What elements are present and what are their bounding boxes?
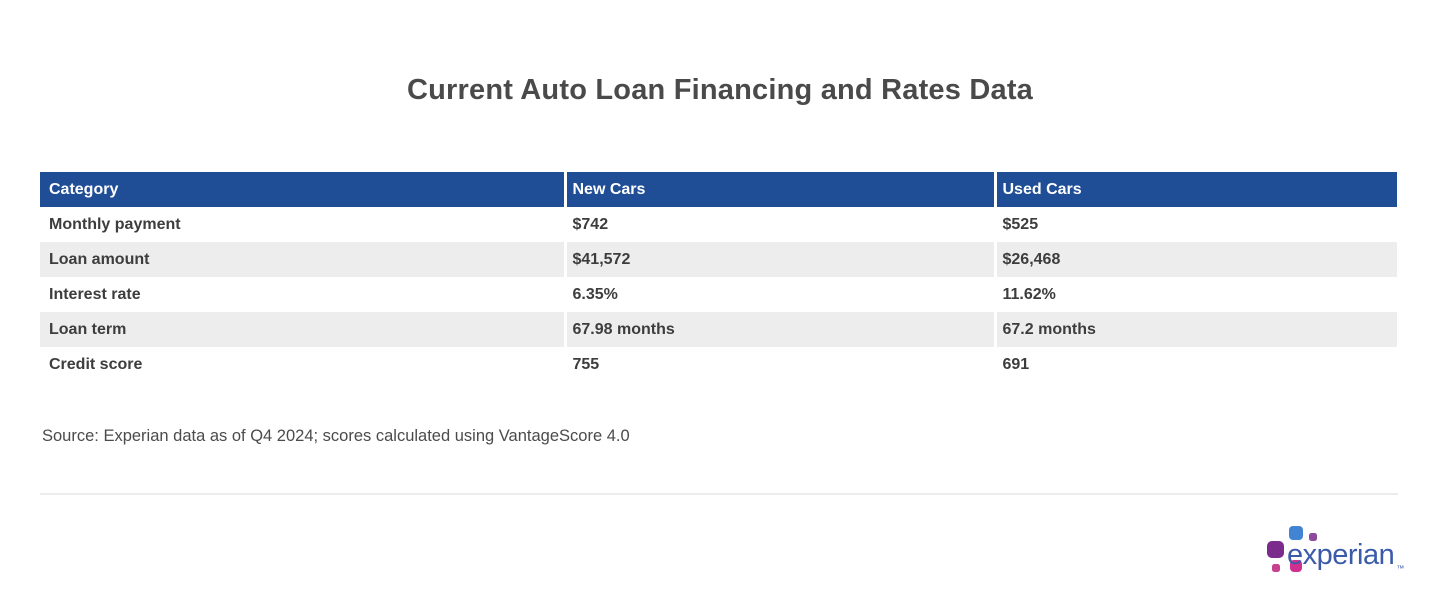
used-cars-value: 67.2 months xyxy=(993,312,1397,347)
used-cars-value: 11.62% xyxy=(993,277,1397,312)
source-note: Source: Experian data as of Q4 2024; sco… xyxy=(42,427,630,445)
experian-logo-blue-square-icon xyxy=(1289,526,1303,540)
row-label: Monthly payment xyxy=(40,207,565,242)
experian-logo-magenta-dot-icon xyxy=(1272,564,1280,572)
row-label: Interest rate xyxy=(40,277,565,312)
experian-wordmark-text: experian xyxy=(1287,539,1395,571)
table-header-row: Category New Cars Used Cars xyxy=(40,172,1397,207)
new-cars-value: 67.98 months xyxy=(563,312,995,347)
row-label: Credit score xyxy=(40,347,565,382)
table-row-loan-term: Loan term 67.98 months 67.2 months xyxy=(40,312,1397,347)
table-row-credit-score: Credit score 755 691 xyxy=(40,347,1397,382)
used-cars-value: $525 xyxy=(993,207,1397,242)
column-header-category: Category xyxy=(40,172,565,207)
used-cars-value: 691 xyxy=(993,347,1397,382)
experian-logo-purple-square-icon xyxy=(1267,541,1284,558)
experian-logo: experian ™ xyxy=(1258,524,1408,580)
auto-loan-table: Category New Cars Used Cars Monthly paym… xyxy=(40,172,1397,382)
new-cars-value: $742 xyxy=(563,207,995,242)
experian-wordmark: experian ™ xyxy=(1287,539,1405,573)
page-title: Current Auto Loan Financing and Rates Da… xyxy=(406,74,1034,106)
row-label: Loan amount xyxy=(40,242,565,277)
table-row-monthly-payment: Monthly payment $742 $525 xyxy=(40,207,1397,242)
divider-line xyxy=(40,493,1398,495)
experian-logo-purple-dot-icon xyxy=(1309,533,1317,541)
used-cars-value: $26,468 xyxy=(993,242,1397,277)
new-cars-value: 6.35% xyxy=(563,277,995,312)
table-row-interest-rate: Interest rate 6.35% 11.62% xyxy=(40,277,1397,312)
row-label: Loan term xyxy=(40,312,565,347)
column-header-used-cars: Used Cars xyxy=(993,172,1397,207)
new-cars-value: 755 xyxy=(563,347,995,382)
experian-logo-magenta-square-icon xyxy=(1290,560,1302,572)
table-row-loan-amount: Loan amount $41,572 $26,468 xyxy=(40,242,1397,277)
trademark-symbol: ™ xyxy=(1396,564,1405,573)
new-cars-value: $41,572 xyxy=(563,242,995,277)
column-header-new-cars: New Cars xyxy=(563,172,995,207)
